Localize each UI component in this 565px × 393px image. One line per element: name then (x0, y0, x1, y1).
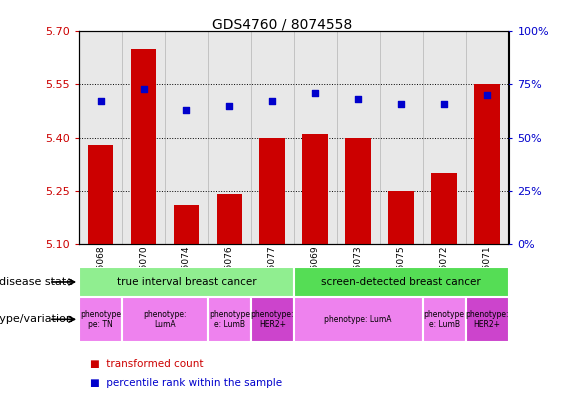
Bar (79, 297, 122, 342)
Text: GDS4760 / 8074558: GDS4760 / 8074558 (212, 18, 353, 32)
Bar (79, 267, 294, 297)
Bar (88, 145, 114, 244)
Bar (173, 205, 199, 244)
Bar (466, 267, 509, 297)
Bar (294, 297, 423, 342)
Point (483, 92, 492, 98)
Text: phenotype
e: LumB: phenotype e: LumB (424, 310, 464, 329)
Bar (259, 138, 285, 244)
Bar (208, 297, 251, 342)
Bar (337, 267, 380, 297)
Bar (466, 297, 509, 342)
Point (354, 96, 363, 103)
Bar (208, 267, 251, 297)
Bar (122, 297, 208, 342)
Text: phenotype:
HER2+: phenotype: HER2+ (466, 310, 509, 329)
Point (268, 98, 277, 105)
Bar (216, 194, 242, 244)
Bar (251, 297, 294, 342)
Point (397, 101, 406, 107)
Point (311, 90, 320, 96)
Point (96, 98, 105, 105)
Text: phenotype:
LumA: phenotype: LumA (144, 310, 186, 329)
Bar (431, 173, 457, 244)
Bar (474, 84, 500, 244)
Text: phenotype
e: LumB: phenotype e: LumB (209, 310, 250, 329)
Text: ■  percentile rank within the sample: ■ percentile rank within the sample (90, 378, 282, 388)
Bar (131, 49, 157, 244)
Bar (122, 267, 165, 297)
Bar (294, 267, 337, 297)
Bar (380, 267, 423, 297)
Text: genotype/variation: genotype/variation (0, 314, 73, 324)
Text: phenotype: LumA: phenotype: LumA (324, 315, 392, 324)
Point (139, 86, 148, 92)
Bar (165, 267, 208, 297)
Text: phenotype
pe: TN: phenotype pe: TN (80, 310, 121, 329)
Point (225, 103, 234, 109)
Text: disease state: disease state (0, 277, 73, 287)
Text: true interval breast cancer: true interval breast cancer (116, 277, 257, 287)
Bar (423, 297, 466, 342)
Point (440, 101, 449, 107)
Bar (388, 191, 414, 244)
Text: screen-detected breast cancer: screen-detected breast cancer (321, 277, 481, 287)
Bar (423, 267, 466, 297)
Text: phenotype:
HER2+: phenotype: HER2+ (251, 310, 294, 329)
Bar (302, 134, 328, 244)
Point (182, 107, 191, 113)
Text: ■  transformed count: ■ transformed count (90, 358, 204, 369)
Bar (294, 267, 508, 297)
Bar (345, 138, 371, 244)
Bar (79, 267, 122, 297)
Bar (251, 267, 294, 297)
